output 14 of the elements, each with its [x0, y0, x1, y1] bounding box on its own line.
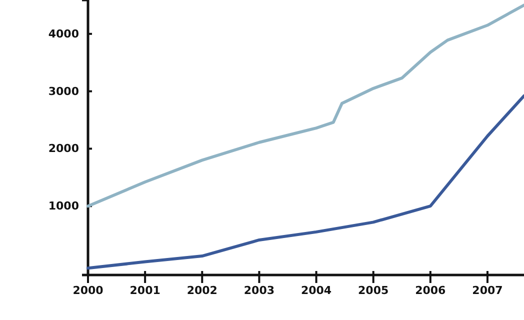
y-tick-label: 2000 — [48, 142, 80, 156]
x-tick-label: 2004 — [300, 284, 332, 297]
line-series — [86, 94, 524, 270]
y-tick-label: 1000 — [48, 200, 80, 213]
x-tick-label: 2001 — [130, 284, 160, 297]
line-series — [86, 4, 524, 208]
x-tick-label: 2003 — [244, 284, 275, 297]
x-tick-label: 2007 — [472, 284, 503, 297]
x-tick-label: 2002 — [186, 284, 218, 297]
x-tick-label: 2005 — [358, 284, 389, 297]
y-tick-label: 4000 — [48, 27, 80, 40]
x-tick-label: 2006 — [415, 284, 446, 297]
x-tick-label: 2000 — [72, 284, 104, 297]
y-tick-label: 3000 — [48, 84, 80, 98]
